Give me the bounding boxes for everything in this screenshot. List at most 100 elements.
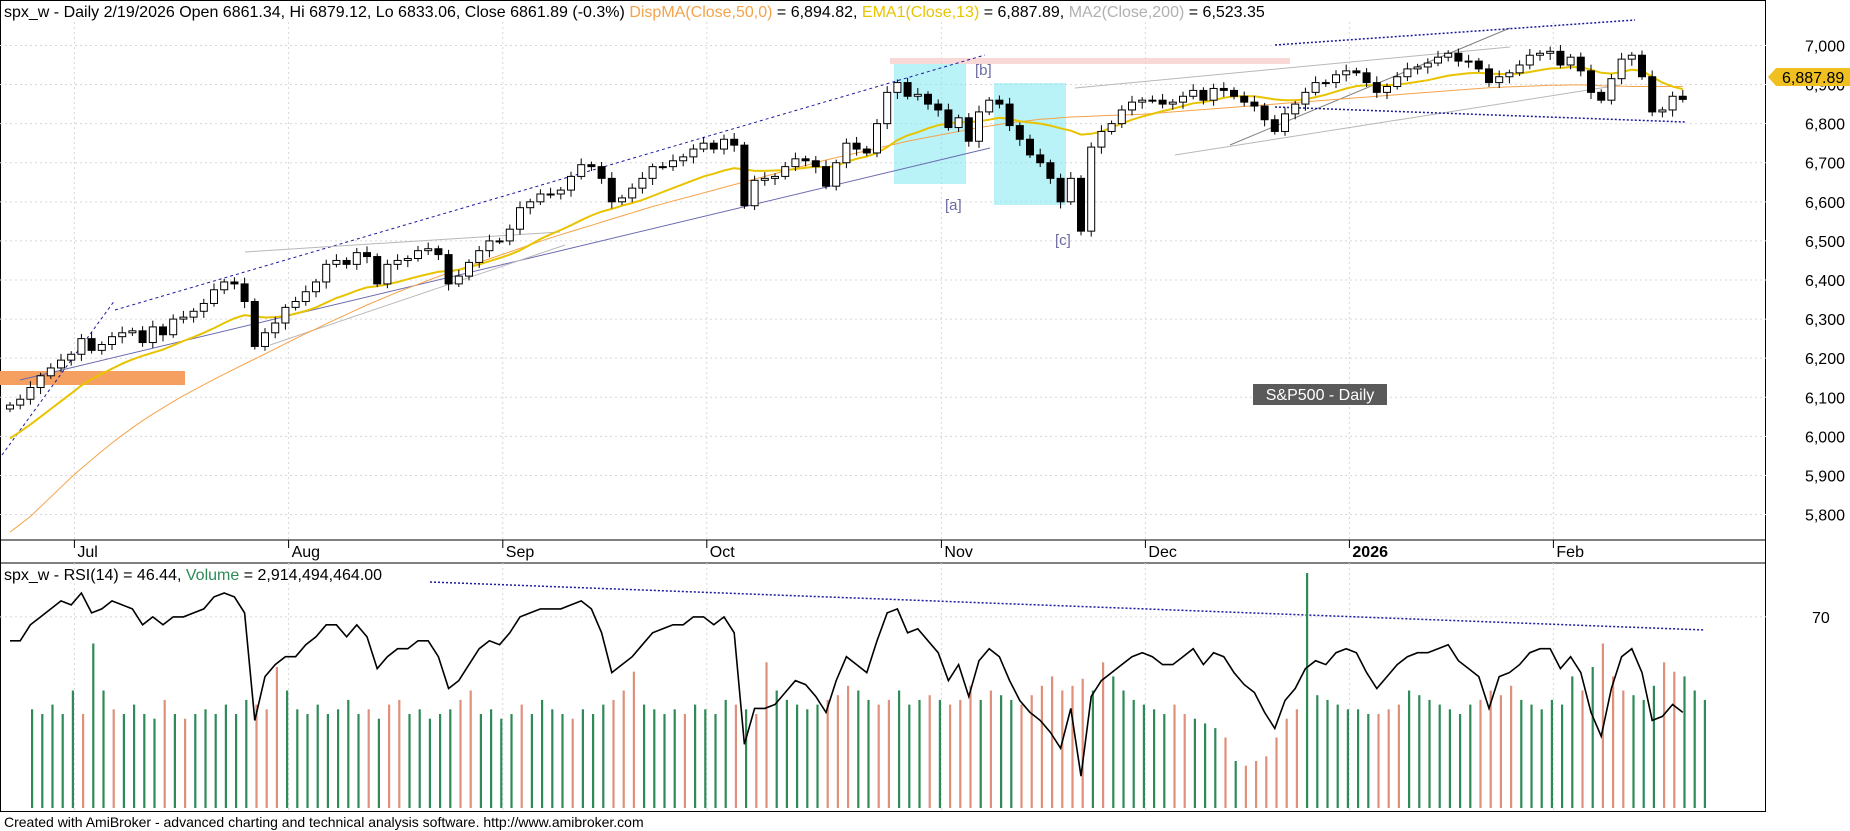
- candle-body: [332, 259, 341, 265]
- volume-bar: [1132, 699, 1135, 808]
- header-ema-label: EMA1(Close,13): [862, 4, 979, 21]
- candle-body: [1576, 56, 1585, 72]
- volume-bar: [1255, 761, 1258, 808]
- volume-bar: [643, 704, 646, 808]
- volume-bar: [1663, 662, 1666, 808]
- candle-body: [1219, 87, 1228, 91]
- volume-bar: [755, 714, 758, 808]
- volume-bar: [653, 709, 656, 808]
- rsi-header-text: spx_w - RSI(14) = 46.44,: [4, 567, 181, 584]
- volume-bar: [826, 699, 829, 808]
- candle-body: [1189, 89, 1198, 97]
- candle-body: [628, 187, 637, 199]
- month-label: Jul: [77, 544, 97, 561]
- candle-body: [138, 330, 147, 344]
- volume-bar: [1377, 714, 1380, 808]
- volume-bar: [1193, 718, 1196, 808]
- volume-bar: [1479, 699, 1482, 808]
- candle-body: [893, 82, 902, 93]
- volume-bar: [367, 709, 370, 808]
- volume-bar: [449, 709, 452, 808]
- candle-body: [1097, 130, 1106, 148]
- candle-body: [1230, 89, 1238, 97]
- candle-body: [291, 301, 300, 308]
- volume-bar: [1204, 723, 1207, 808]
- volume-bar: [1540, 709, 1543, 808]
- candle-body: [1179, 95, 1187, 103]
- volume-bar: [153, 718, 156, 808]
- volume-bar: [1428, 699, 1431, 808]
- candle-body: [944, 109, 953, 129]
- volume-bar: [530, 714, 533, 808]
- candle-body: [720, 138, 728, 150]
- candle-body: [1546, 50, 1555, 54]
- volume-bar: [622, 690, 625, 808]
- volume-bar: [969, 685, 972, 808]
- volume-bar: [1071, 685, 1074, 808]
- volume-bar: [1581, 690, 1584, 808]
- volume-bar: [1387, 709, 1390, 808]
- volume-bar: [326, 714, 329, 808]
- candle-body: [1158, 99, 1167, 105]
- volume-bar: [102, 690, 105, 808]
- candle-body: [730, 138, 739, 146]
- volume-bar: [714, 714, 717, 808]
- volume-bar: [1224, 737, 1227, 808]
- volume-bar: [581, 709, 584, 808]
- volume-bar: [1550, 699, 1553, 808]
- price-tick-label: 6,200: [1805, 351, 1845, 368]
- header-symbol: spx_w - Daily 2/19/2026 Open 6861.34, Hi…: [4, 4, 625, 21]
- candle-body: [373, 256, 382, 285]
- candlesticks: [6, 45, 1687, 413]
- volume-bar: [704, 709, 707, 808]
- volume-bar: [1081, 678, 1084, 808]
- volume-bar: [1091, 690, 1094, 808]
- volume-bar: [683, 714, 686, 808]
- time-axis: Jul Aug Sep Oct Nov Dec 2026 Feb: [73, 540, 1584, 561]
- candle-body: [1597, 91, 1606, 101]
- candle-body: [862, 148, 871, 154]
- rsi-axis: 70: [1812, 610, 1830, 627]
- volume-bar: [163, 699, 166, 808]
- volume-header-value: = 2,914,494,464.00: [244, 567, 382, 584]
- candle-body: [1087, 146, 1096, 232]
- watermark-box: [1253, 384, 1387, 405]
- candle-body: [852, 142, 861, 150]
- volume-bar: [41, 714, 44, 808]
- candle-body: [352, 252, 361, 265]
- volume-bar: [184, 718, 187, 808]
- candle-body: [1678, 95, 1687, 100]
- volume-bar: [133, 704, 136, 808]
- candle-body: [801, 158, 810, 162]
- candle-body: [424, 248, 433, 252]
- volume-bar: [275, 667, 278, 808]
- volume-bar: [1459, 714, 1462, 808]
- candle-body: [1617, 58, 1626, 80]
- candle-body: [934, 103, 943, 111]
- candle-body: [811, 160, 820, 168]
- candle-body: [750, 179, 759, 207]
- volume-bar: [1683, 676, 1686, 808]
- candle-body: [607, 177, 616, 203]
- candle-body: [1383, 86, 1391, 93]
- candle-body: [322, 263, 331, 283]
- trend-line-upper-dotted: [114, 54, 986, 311]
- volume-bar: [1306, 573, 1309, 808]
- candle-body: [148, 326, 157, 344]
- candle-body: [465, 261, 473, 277]
- volume-bar: [775, 690, 778, 808]
- chart-watermark: S&P500 - Daily: [1266, 387, 1375, 404]
- volume-bar: [1102, 662, 1105, 808]
- header-ema-value: = 6,887.89,: [984, 4, 1065, 21]
- volume-bar: [561, 714, 564, 808]
- volume-bar: [765, 662, 768, 808]
- candle-body: [689, 148, 698, 158]
- candle-body: [740, 144, 749, 207]
- candle-body: [699, 142, 708, 150]
- candle-body: [1495, 76, 1504, 84]
- volume-bar: [1112, 676, 1115, 808]
- volume-bar: [724, 699, 727, 808]
- candle-body: [393, 259, 402, 265]
- candle-body: [46, 367, 55, 377]
- header-ma200-value: = 6,523.35: [1189, 4, 1265, 21]
